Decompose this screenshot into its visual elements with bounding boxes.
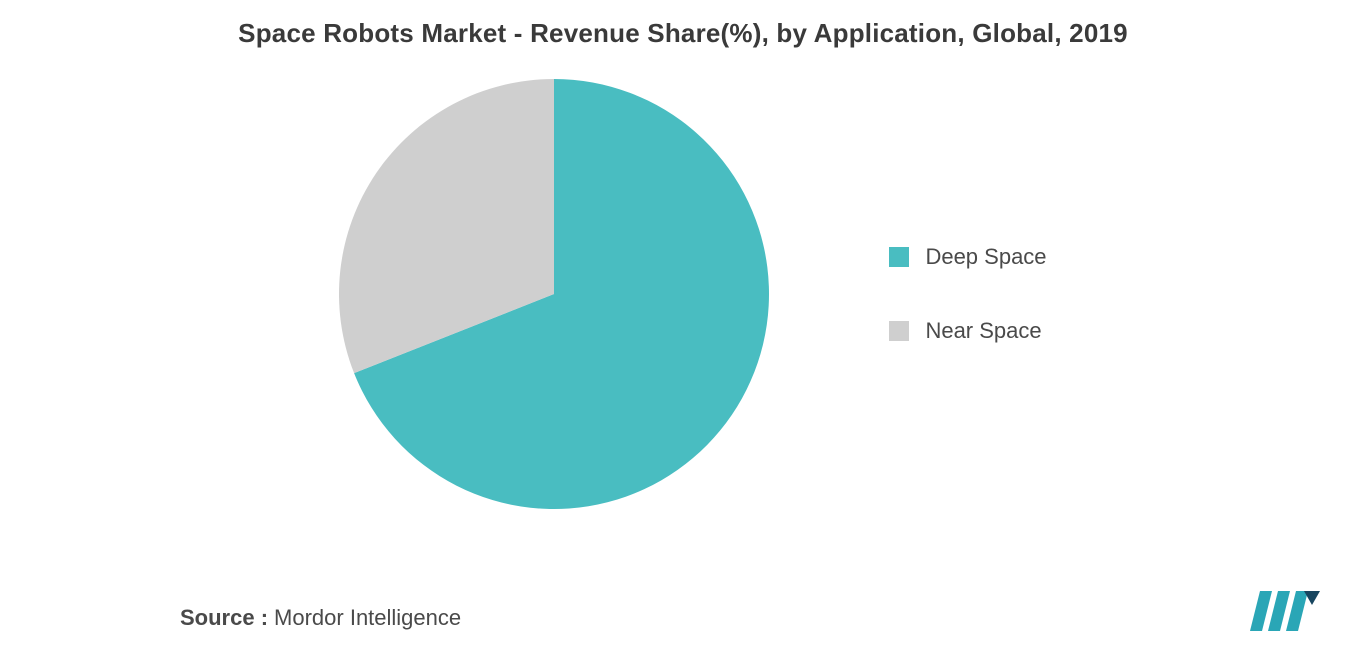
legend-swatch: [889, 321, 909, 341]
chart-area: Deep Space Near Space: [0, 79, 1366, 509]
pie-svg: [339, 79, 769, 509]
legend-label: Deep Space: [925, 244, 1046, 270]
legend-item-near-space: Near Space: [889, 318, 1046, 344]
source-footer: Source : Mordor Intelligence: [180, 605, 461, 631]
pie-chart: [339, 79, 769, 509]
legend-swatch: [889, 247, 909, 267]
legend-item-deep-space: Deep Space: [889, 244, 1046, 270]
legend: Deep Space Near Space: [889, 244, 1046, 344]
brand-logo: [1250, 591, 1320, 635]
source-label: Source :: [180, 605, 268, 631]
source-name: Mordor Intelligence: [274, 605, 461, 631]
legend-label: Near Space: [925, 318, 1041, 344]
chart-title: Space Robots Market - Revenue Share(%), …: [0, 0, 1366, 49]
